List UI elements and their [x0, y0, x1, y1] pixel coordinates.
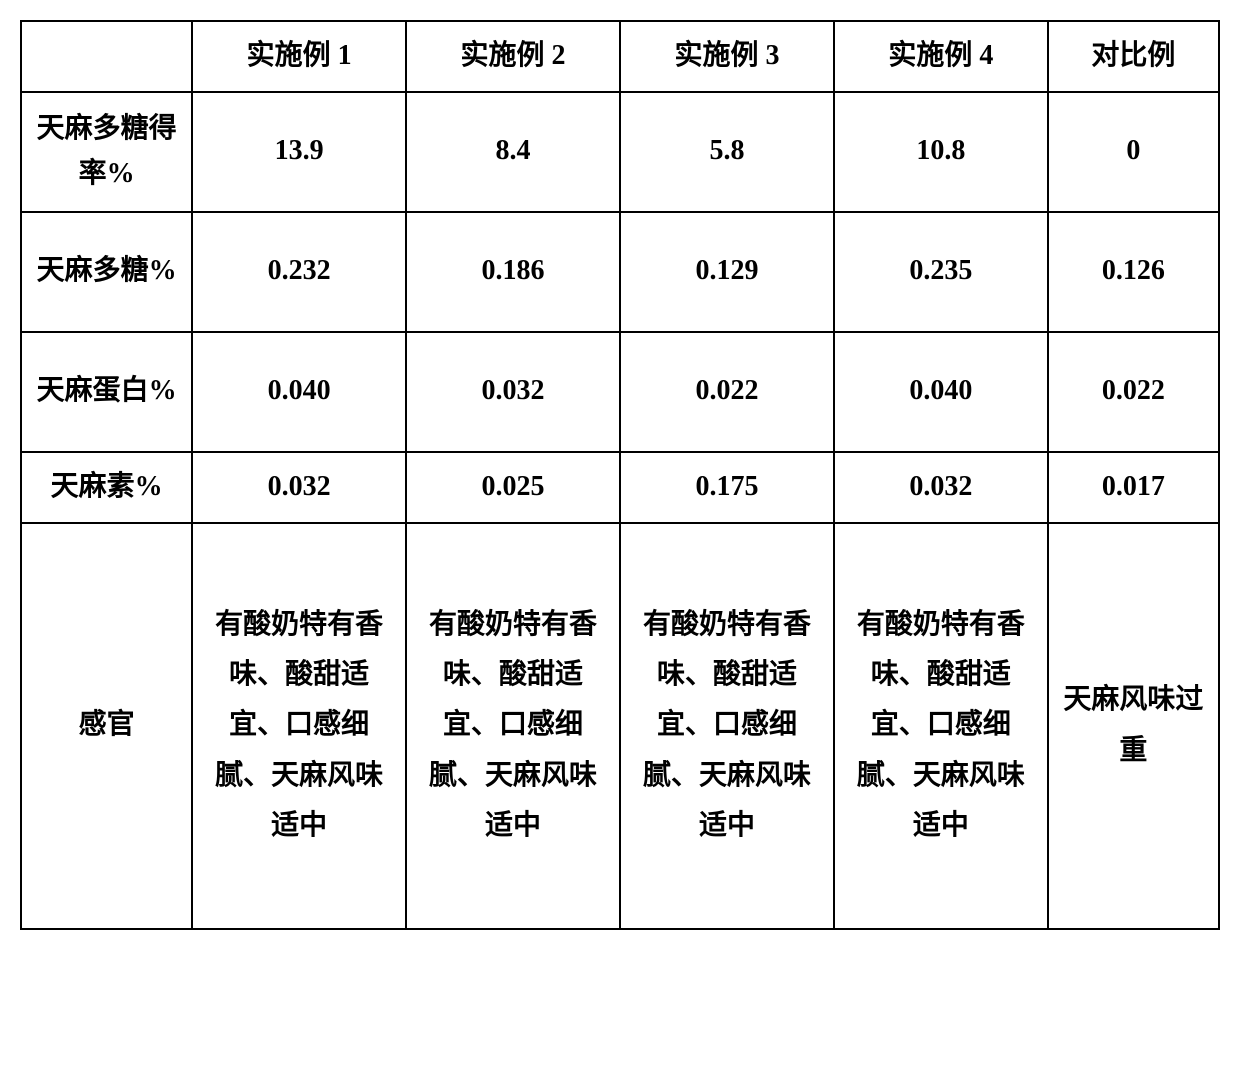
data-cell: 天麻风味过重: [1048, 523, 1219, 929]
data-cell: 0.186: [406, 212, 620, 332]
data-cell: 0.175: [620, 452, 834, 523]
header-col-3: 实施例 3: [620, 21, 834, 92]
data-cell: 13.9: [192, 92, 406, 212]
table-row: 天麻蛋白% 0.040 0.032 0.022 0.040 0.022: [21, 332, 1219, 452]
data-cell: 0.129: [620, 212, 834, 332]
data-table: 实施例 1 实施例 2 实施例 3 实施例 4 对比例 天麻多糖得率% 13.9…: [20, 20, 1220, 930]
data-cell: 有酸奶特有香味、酸甜适宜、口感细腻、天麻风味适中: [192, 523, 406, 929]
data-cell: 0.032: [192, 452, 406, 523]
row-label: 天麻素%: [21, 452, 192, 523]
data-cell: 有酸奶特有香味、酸甜适宜、口感细腻、天麻风味适中: [620, 523, 834, 929]
data-cell: 0.022: [1048, 332, 1219, 452]
row-label: 天麻多糖得率%: [21, 92, 192, 212]
data-cell: 0.040: [834, 332, 1048, 452]
header-col-2: 实施例 2: [406, 21, 620, 92]
data-cell: 0.040: [192, 332, 406, 452]
data-cell: 0.017: [1048, 452, 1219, 523]
data-cell: 0: [1048, 92, 1219, 212]
row-label: 感官: [21, 523, 192, 929]
data-cell: 0.235: [834, 212, 1048, 332]
header-col-1: 实施例 1: [192, 21, 406, 92]
row-label: 天麻多糖%: [21, 212, 192, 332]
data-cell: 0.126: [1048, 212, 1219, 332]
data-cell: 5.8: [620, 92, 834, 212]
table-row: 天麻素% 0.032 0.025 0.175 0.032 0.017: [21, 452, 1219, 523]
table-row: 天麻多糖% 0.232 0.186 0.129 0.235 0.126: [21, 212, 1219, 332]
data-cell: 8.4: [406, 92, 620, 212]
data-cell: 0.232: [192, 212, 406, 332]
data-cell: 0.032: [406, 332, 620, 452]
header-row: 实施例 1 实施例 2 实施例 3 实施例 4 对比例: [21, 21, 1219, 92]
table-row: 天麻多糖得率% 13.9 8.4 5.8 10.8 0: [21, 92, 1219, 212]
data-cell: 0.022: [620, 332, 834, 452]
data-cell: 0.032: [834, 452, 1048, 523]
table-row: 感官 有酸奶特有香味、酸甜适宜、口感细腻、天麻风味适中 有酸奶特有香味、酸甜适宜…: [21, 523, 1219, 929]
header-empty: [21, 21, 192, 92]
data-cell: 0.025: [406, 452, 620, 523]
data-cell: 有酸奶特有香味、酸甜适宜、口感细腻、天麻风味适中: [834, 523, 1048, 929]
row-label: 天麻蛋白%: [21, 332, 192, 452]
header-col-4: 实施例 4: [834, 21, 1048, 92]
data-cell: 10.8: [834, 92, 1048, 212]
data-cell: 有酸奶特有香味、酸甜适宜、口感细腻、天麻风味适中: [406, 523, 620, 929]
header-col-5: 对比例: [1048, 21, 1219, 92]
